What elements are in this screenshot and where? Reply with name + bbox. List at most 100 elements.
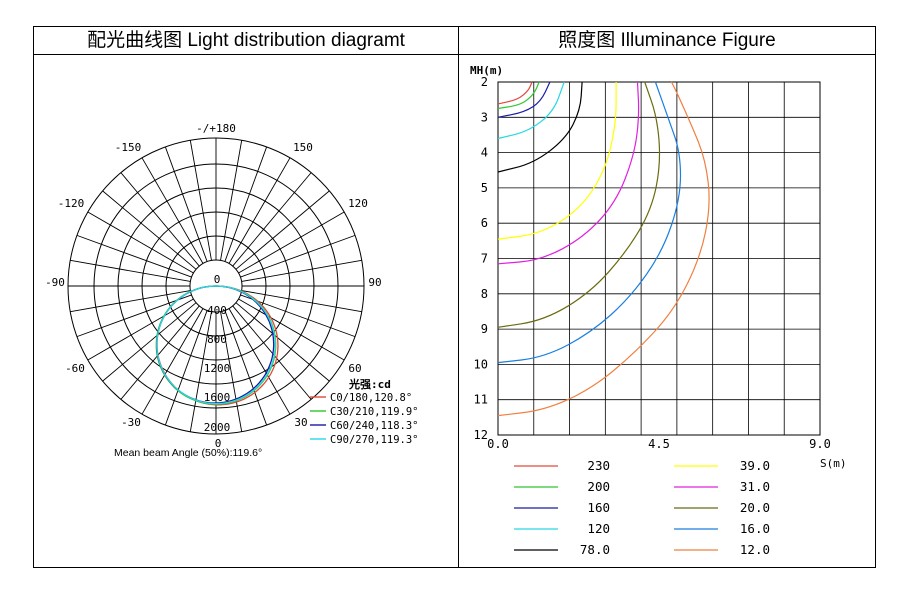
contour-lines	[497, 81, 710, 417]
polar-spoke-240	[87, 298, 194, 361]
polar-spoke-310	[102, 190, 197, 270]
radial-tick-400: 400	[207, 304, 227, 317]
angle-label-p30: 30	[294, 416, 307, 429]
contour-line-230	[497, 81, 533, 105]
contour-line-78.0	[497, 81, 583, 173]
polar-spoke-290	[76, 234, 192, 278]
polar-spoke-350	[189, 140, 212, 261]
light-distribution-header: 配光曲线图 Light distribution diagramt	[34, 27, 458, 55]
contour-ytick-10: 10	[474, 357, 488, 371]
polar-spoke-250	[76, 294, 192, 338]
polar-spoke-210	[141, 308, 204, 415]
contour-line-39.0	[497, 82, 617, 240]
polar-spoke-120	[238, 298, 345, 361]
contour-xlabel: S(m)	[820, 457, 847, 470]
contour-ytick-4: 4	[481, 146, 488, 160]
polar-spoke-70	[240, 234, 356, 278]
polar-spoke-280	[70, 259, 191, 282]
polar-labels: -/+180 -150 150 -120 120 -90 90 -60 60 -30 30 0 0 400…	[45, 122, 382, 459]
polar-legend-label-2: C60/240,118.3°	[330, 420, 419, 432]
beam-angle-note: Mean beam Angle (50%):119.6°	[114, 447, 262, 459]
polar-curve-3	[156, 285, 276, 405]
contour-legend-label-16.0: 16.0	[740, 521, 770, 536]
angle-label-p150: 150	[293, 141, 313, 154]
contour-ytick-11: 11	[474, 393, 488, 407]
contour-ytick-3: 3	[481, 110, 488, 124]
contour-labels: MH(m)2 3 4 5 6 7 8 9 10 11 120.0 4.5 9.0 S(m)	[470, 64, 847, 470]
polar-legend-label-1: C30/210,119.9°	[330, 406, 419, 418]
contour-legend-label-200: 200	[587, 479, 610, 494]
polar-spoke-300	[87, 211, 194, 274]
polar-grid	[67, 137, 365, 435]
illuminance-header: 照度图 Illuminance Figure	[458, 27, 876, 55]
contour-legend-label-31.0: 31.0	[740, 479, 770, 494]
contour-ytick-6: 6	[481, 216, 488, 230]
polar-spoke-190	[189, 311, 212, 432]
polar-spoke-80	[241, 259, 362, 282]
polar-spoke-20	[224, 146, 268, 262]
contour-xtick-0.0: 0.0	[487, 437, 509, 451]
polar-spoke-60	[238, 211, 345, 274]
contour-line-200	[497, 81, 540, 110]
contour-legend-label-120: 120	[587, 521, 610, 536]
polar-spoke-330	[141, 157, 204, 264]
contour-ytick-9: 9	[481, 322, 488, 336]
contour-legend-label-12.0: 12.0	[740, 542, 770, 557]
contour-line-12.0	[497, 81, 710, 417]
contour-line-120	[497, 81, 565, 140]
contour-ytick-7: 7	[481, 252, 488, 266]
polar-spoke-260	[70, 290, 191, 313]
angle-label-n90: -90	[45, 276, 65, 289]
contour-grid	[497, 81, 821, 436]
contour-line-16.0	[497, 81, 682, 364]
radial-tick-800: 800	[207, 333, 227, 346]
contour-legend-label-160: 160	[587, 500, 610, 515]
radial-tick-1200: 1200	[204, 362, 231, 375]
polar-spoke-40	[232, 172, 312, 267]
angle-label-n120: -120	[58, 197, 85, 210]
polar-spoke-100	[241, 290, 362, 313]
radial-tick-0: 0	[214, 273, 221, 286]
contour-ytick-12: 12	[474, 428, 488, 442]
polar-spoke-220	[120, 305, 200, 400]
contour-legend-label-78.0: 78.0	[580, 542, 610, 557]
contour-legend-label-230: 230	[587, 458, 610, 473]
polar-spoke-140	[232, 305, 312, 400]
radial-tick-2000: 2000	[204, 421, 231, 434]
contour-legend: 230 200 160 120 78.0 39.0 31.0 20.0 16.0 12.0	[514, 458, 770, 557]
polar-spoke-30	[228, 157, 291, 264]
polar-spoke-320	[120, 172, 200, 267]
angle-label-n30: -30	[121, 416, 141, 429]
polar-spoke-50	[235, 190, 330, 270]
angle-label-p60: 60	[348, 362, 361, 375]
contour-legend-label-20.0: 20.0	[740, 500, 770, 515]
contour-ylabel: MH(m)	[470, 64, 503, 77]
polar-spoke-10	[220, 140, 243, 261]
polar-legend-label-0: C0/180,120.8°	[330, 392, 412, 404]
contour-xtick-9.0: 9.0	[809, 437, 831, 451]
polar-curves	[155, 285, 279, 406]
polar-spoke-110	[240, 294, 356, 338]
polar-light-distribution-chart: -/+180 -150 150 -120 120 -90 90 -60 60 -30 30 0 0 400…	[45, 122, 419, 459]
polar-spoke-200	[164, 310, 208, 426]
polar-spoke-230	[102, 302, 197, 382]
polar-spoke-150	[228, 308, 291, 415]
contour-line-160	[497, 81, 551, 118]
contour-ytick-8: 8	[481, 287, 488, 301]
column-divider	[458, 27, 459, 567]
angle-label-top: -/+180	[196, 122, 236, 135]
radial-tick-1600: 1600	[204, 391, 231, 404]
angle-label-p90: 90	[368, 276, 381, 289]
contour-line-20.0	[497, 81, 661, 328]
contour-ytick-5: 5	[481, 181, 488, 195]
contour-legend-label-39.0: 39.0	[740, 458, 770, 473]
contour-line-31.0	[497, 81, 640, 265]
polar-legend-label-3: C90/270,119.3°	[330, 434, 419, 446]
angle-label-n60: -60	[65, 362, 85, 375]
figure-table: 配光曲线图 Light distribution diagramt 照度图 Il…	[33, 26, 876, 568]
contour-ytick-2: 2	[481, 75, 488, 89]
contour-xtick-4.5: 4.5	[648, 437, 670, 451]
angle-label-p120: 120	[348, 197, 368, 210]
polar-spoke-130	[235, 302, 330, 382]
